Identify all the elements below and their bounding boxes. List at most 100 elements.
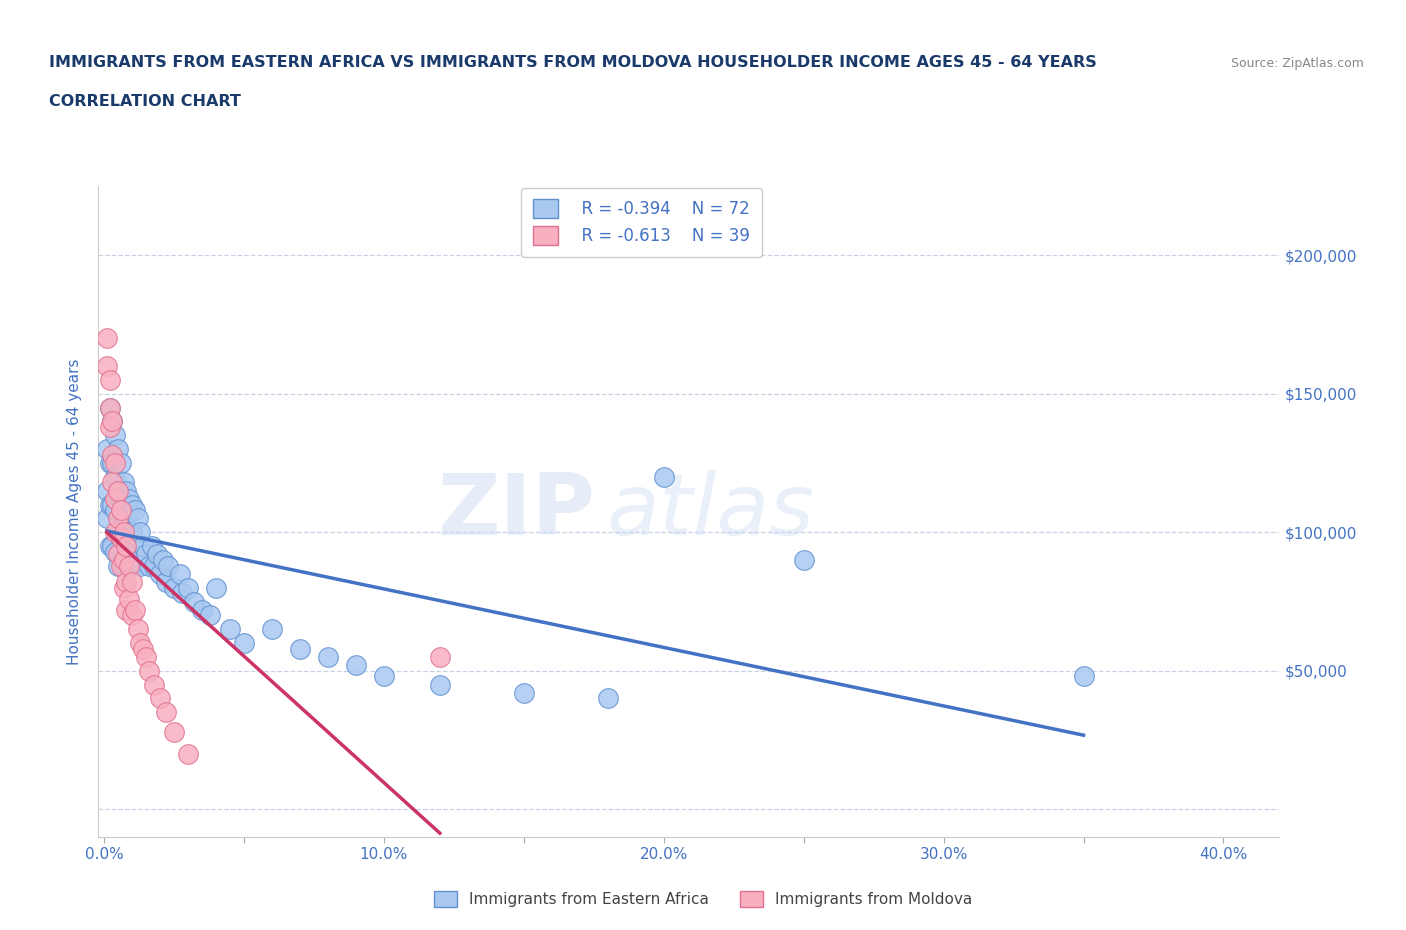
Point bbox=[121, 498, 143, 512]
Text: CORRELATION CHART: CORRELATION CHART bbox=[49, 94, 240, 109]
Point bbox=[124, 538, 146, 553]
Point bbox=[135, 547, 157, 562]
Point bbox=[110, 492, 132, 507]
Point bbox=[101, 456, 124, 471]
Point bbox=[112, 503, 135, 518]
Point bbox=[104, 470, 127, 485]
Point bbox=[104, 503, 127, 518]
Point bbox=[344, 658, 367, 672]
Point bbox=[149, 566, 172, 581]
Point bbox=[101, 475, 124, 490]
Point bbox=[110, 558, 132, 573]
Point bbox=[127, 552, 149, 567]
Legend:   R = -0.394    N = 72,   R = -0.613    N = 39: R = -0.394 N = 72, R = -0.613 N = 39 bbox=[522, 188, 762, 257]
Point bbox=[112, 552, 135, 567]
Point bbox=[1073, 669, 1095, 684]
Point bbox=[112, 525, 135, 539]
Point bbox=[155, 575, 177, 590]
Point bbox=[98, 419, 121, 434]
Point bbox=[104, 492, 127, 507]
Point bbox=[104, 456, 127, 471]
Point bbox=[191, 603, 214, 618]
Point bbox=[110, 530, 132, 545]
Point bbox=[652, 470, 675, 485]
Point bbox=[107, 547, 129, 562]
Point bbox=[98, 400, 121, 415]
Point bbox=[98, 538, 121, 553]
Point bbox=[152, 552, 174, 567]
Text: IMMIGRANTS FROM EASTERN AFRICA VS IMMIGRANTS FROM MOLDOVA HOUSEHOLDER INCOME AGE: IMMIGRANTS FROM EASTERN AFRICA VS IMMIGR… bbox=[49, 55, 1097, 70]
Point bbox=[101, 498, 124, 512]
Point bbox=[96, 511, 118, 525]
Point bbox=[121, 558, 143, 573]
Point bbox=[513, 685, 536, 700]
Point bbox=[141, 538, 163, 553]
Point bbox=[135, 649, 157, 664]
Point bbox=[233, 635, 256, 650]
Point bbox=[107, 511, 129, 525]
Point bbox=[163, 724, 186, 739]
Point bbox=[98, 400, 121, 415]
Point bbox=[115, 538, 138, 553]
Point bbox=[112, 525, 135, 539]
Point bbox=[96, 331, 118, 346]
Point bbox=[107, 484, 129, 498]
Point bbox=[104, 428, 127, 443]
Point bbox=[163, 580, 186, 595]
Point bbox=[596, 691, 619, 706]
Point bbox=[124, 603, 146, 618]
Point bbox=[101, 414, 124, 429]
Point bbox=[110, 456, 132, 471]
Point bbox=[104, 525, 127, 539]
Point bbox=[96, 484, 118, 498]
Point bbox=[169, 566, 191, 581]
Point bbox=[129, 635, 152, 650]
Point bbox=[121, 608, 143, 623]
Point bbox=[132, 538, 155, 553]
Point bbox=[107, 484, 129, 498]
Point bbox=[118, 492, 141, 507]
Point bbox=[107, 525, 129, 539]
Point bbox=[101, 414, 124, 429]
Point bbox=[793, 552, 815, 567]
Point bbox=[183, 594, 205, 609]
Point bbox=[110, 503, 132, 518]
Point bbox=[155, 705, 177, 720]
Point bbox=[205, 580, 228, 595]
Point bbox=[112, 475, 135, 490]
Point bbox=[96, 359, 118, 374]
Point bbox=[288, 641, 311, 656]
Point bbox=[112, 580, 135, 595]
Point bbox=[98, 373, 121, 388]
Point bbox=[138, 558, 160, 573]
Point bbox=[429, 649, 451, 664]
Text: Source: ZipAtlas.com: Source: ZipAtlas.com bbox=[1230, 57, 1364, 70]
Point bbox=[104, 544, 127, 559]
Point bbox=[118, 558, 141, 573]
Point bbox=[115, 575, 138, 590]
Point bbox=[129, 558, 152, 573]
Point bbox=[177, 747, 200, 762]
Point bbox=[146, 547, 169, 562]
Point bbox=[112, 558, 135, 573]
Point bbox=[115, 603, 138, 618]
Point bbox=[121, 525, 143, 539]
Point bbox=[121, 575, 143, 590]
Point bbox=[110, 530, 132, 545]
Point bbox=[316, 649, 339, 664]
Point bbox=[101, 447, 124, 462]
Y-axis label: Householder Income Ages 45 - 64 years: Householder Income Ages 45 - 64 years bbox=[67, 358, 83, 665]
Point bbox=[115, 511, 138, 525]
Point bbox=[129, 525, 152, 539]
Point bbox=[115, 484, 138, 498]
Point bbox=[373, 669, 395, 684]
Text: atlas: atlas bbox=[606, 470, 814, 553]
Point bbox=[101, 538, 124, 553]
Point bbox=[143, 677, 166, 692]
Point bbox=[138, 663, 160, 678]
Point bbox=[98, 498, 121, 512]
Point bbox=[107, 558, 129, 573]
Point bbox=[118, 558, 141, 573]
Point bbox=[143, 558, 166, 573]
Point bbox=[115, 547, 138, 562]
